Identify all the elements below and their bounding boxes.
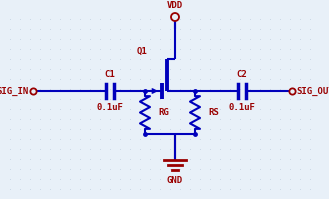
Text: SIG_OUT: SIG_OUT [296,86,329,96]
Text: 0.1uF: 0.1uF [97,103,123,112]
Text: SIG_IN: SIG_IN [0,86,29,96]
Text: RS: RS [208,108,219,117]
Text: Q1: Q1 [137,47,148,56]
Text: RG: RG [158,108,169,117]
Text: 0.1uF: 0.1uF [229,103,255,112]
Text: C1: C1 [105,70,115,79]
Text: VDD: VDD [167,1,183,10]
Text: C2: C2 [237,70,247,79]
Text: GND: GND [167,176,183,185]
